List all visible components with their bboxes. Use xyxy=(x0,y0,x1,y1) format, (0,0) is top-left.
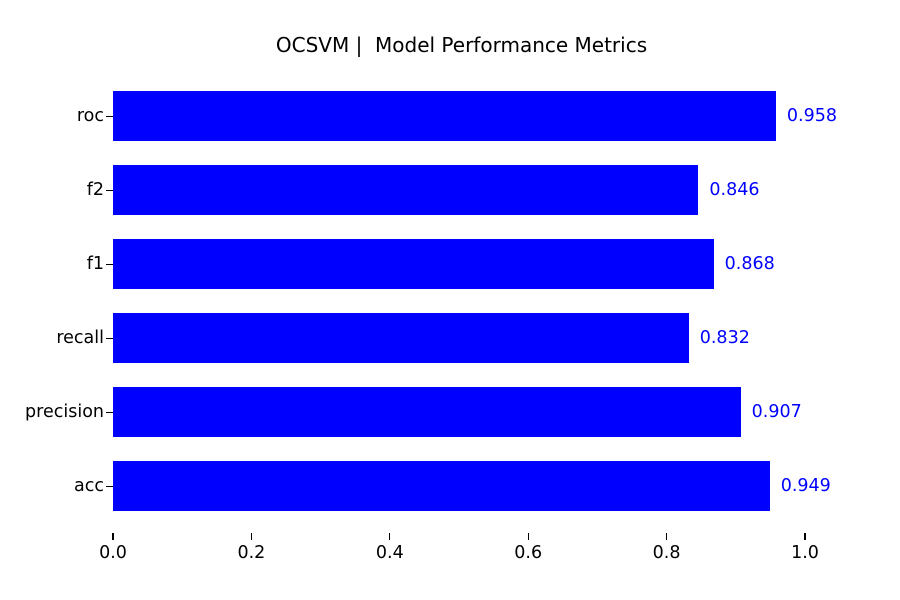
x-tick-mark xyxy=(527,533,529,540)
y-tick-label-precision: precision xyxy=(25,402,104,422)
x-tick-mark xyxy=(250,533,253,540)
value-label-precision: 0.907 xyxy=(751,402,802,422)
y-tick-mark xyxy=(106,485,113,487)
x-tick-mark xyxy=(389,533,391,540)
x-tick-label-0.0: 0.0 xyxy=(99,543,127,563)
value-label-f1: 0.868 xyxy=(724,254,775,274)
value-label-recall: 0.832 xyxy=(699,328,750,348)
y-tick-mark xyxy=(106,115,113,117)
x-tick-label-0.2: 0.2 xyxy=(237,543,266,563)
chart-title: OCSVM | Model Performance Metrics xyxy=(275,33,648,57)
y-tick-label-roc: roc xyxy=(76,106,104,126)
value-label-roc: 0.958 xyxy=(786,106,838,126)
bar-precision xyxy=(113,387,741,437)
y-tick-label-f1: f1 xyxy=(86,254,104,274)
x-tick-label-1.0: 1.0 xyxy=(791,543,819,563)
bar-f2 xyxy=(113,165,699,215)
x-tick-label-0.8: 0.8 xyxy=(652,543,681,563)
x-tick-mark xyxy=(665,533,668,540)
y-tick-label-acc: acc xyxy=(74,476,104,496)
y-tick-mark xyxy=(106,411,113,413)
x-tick-label-0.6: 0.6 xyxy=(514,543,543,563)
x-tick-mark xyxy=(804,533,806,540)
bar-recall xyxy=(113,313,689,363)
bar-roc xyxy=(113,91,776,141)
y-tick-mark xyxy=(106,189,113,191)
y-tick-mark xyxy=(106,263,113,265)
y-tick-label-f2: f2 xyxy=(86,180,104,200)
y-tick-mark xyxy=(106,337,113,339)
value-label-acc: 0.949 xyxy=(780,476,831,496)
y-tick-label-recall: recall xyxy=(56,328,104,348)
x-tick-label-0.4: 0.4 xyxy=(375,543,404,563)
bar-acc xyxy=(113,461,770,511)
x-tick-mark xyxy=(112,533,114,540)
value-label-f2: 0.846 xyxy=(709,180,760,200)
bar-f1 xyxy=(113,239,714,289)
